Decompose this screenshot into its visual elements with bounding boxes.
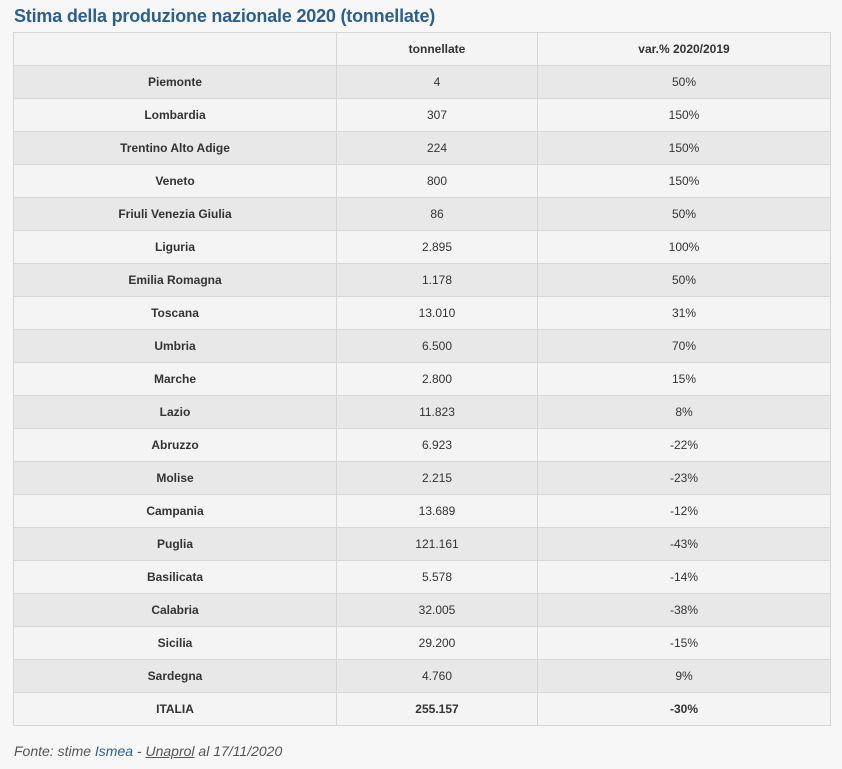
tonnellate-cell: 224 — [336, 131, 538, 165]
tonnellate-cell: 6.500 — [336, 329, 538, 363]
region-cell: Campania — [13, 494, 337, 528]
tonnellate-cell: 2.215 — [336, 461, 538, 495]
source-prefix: Fonte: stime — [14, 743, 95, 759]
region-cell: ITALIA — [13, 692, 337, 726]
table-header-row: tonnellate var.% 2020/2019 — [13, 32, 831, 66]
variation-cell: -43% — [537, 527, 831, 561]
variation-cell: 31% — [537, 296, 831, 330]
region-cell: Toscana — [13, 296, 337, 330]
variation-cell: 100% — [537, 230, 831, 264]
variation-cell: 50% — [537, 197, 831, 231]
variation-cell: 50% — [537, 263, 831, 297]
table-row: Lombardia 307 150% — [13, 98, 831, 132]
region-cell: Sardegna — [13, 659, 337, 693]
region-cell: Sicilia — [13, 626, 337, 660]
variation-cell: -14% — [537, 560, 831, 594]
table-row: Umbria 6.500 70% — [13, 329, 831, 363]
table-row: Campania 13.689 -12% — [13, 494, 831, 528]
variation-cell: -15% — [537, 626, 831, 660]
page-title: Stima della produzione nazionale 2020 (t… — [14, 6, 436, 26]
region-cell: Emilia Romagna — [13, 263, 337, 297]
table-row: Veneto 800 150% — [13, 164, 831, 198]
table-row: Molise 2.215 -23% — [13, 461, 831, 495]
variation-cell: 150% — [537, 164, 831, 198]
tonnellate-cell: 2.895 — [336, 230, 538, 264]
region-cell: Umbria — [13, 329, 337, 363]
source-suffix: al 17/11/2020 — [194, 743, 283, 759]
tonnellate-cell: 11.823 — [336, 395, 538, 429]
tonnellate-cell: 2.800 — [336, 362, 538, 396]
unaprol-link[interactable]: Unaprol — [145, 743, 195, 759]
region-cell: Lombardia — [13, 98, 337, 132]
tonnellate-cell: 255.157 — [336, 692, 538, 726]
region-cell: Abruzzo — [13, 428, 337, 462]
source-separator: - — [133, 743, 146, 759]
region-cell: Basilicata — [13, 560, 337, 594]
table-row: Abruzzo 6.923 -22% — [13, 428, 831, 462]
table-row: Friuli Venezia Giulia 86 50% — [13, 197, 831, 231]
region-cell: Molise — [13, 461, 337, 495]
variation-cell: -23% — [537, 461, 831, 495]
tonnellate-cell: 121.161 — [336, 527, 538, 561]
table-row: Trentino Alto Adige 224 150% — [13, 131, 831, 165]
region-cell: Veneto — [13, 164, 337, 198]
table-row: Puglia 121.161 -43% — [13, 527, 831, 561]
variation-cell: 8% — [537, 395, 831, 429]
region-cell: Trentino Alto Adige — [13, 131, 337, 165]
header-region — [13, 32, 337, 66]
region-cell: Lazio — [13, 395, 337, 429]
variation-cell: -38% — [537, 593, 831, 627]
variation-cell: -12% — [537, 494, 831, 528]
table-body: Piemonte 4 50% Lombardia 307 150% Trentino Alt… — [13, 65, 831, 726]
variation-cell: 150% — [537, 98, 831, 132]
region-cell: Puglia — [13, 527, 337, 561]
tonnellate-cell: 13.010 — [336, 296, 538, 330]
variation-cell: 9% — [537, 659, 831, 693]
variation-cell: 70% — [537, 329, 831, 363]
region-cell: Calabria — [13, 593, 337, 627]
header-tonnellate: tonnellate — [336, 32, 538, 66]
variation-cell: 15% — [537, 362, 831, 396]
tonnellate-cell: 4 — [336, 65, 538, 99]
tonnellate-cell: 4.760 — [336, 659, 538, 693]
production-table: tonnellate var.% 2020/2019 Piemonte 4 50% L… — [13, 32, 831, 726]
table-row: Emilia Romagna 1.178 50% — [13, 263, 831, 297]
table-row: ITALIA 255.157 -30% — [13, 692, 831, 726]
table-row: Sardegna 4.760 9% — [13, 659, 831, 693]
tonnellate-cell: 86 — [336, 197, 538, 231]
tonnellate-cell: 5.578 — [336, 560, 538, 594]
tonnellate-cell: 32.005 — [336, 593, 538, 627]
table-row: Piemonte 4 50% — [13, 65, 831, 99]
tonnellate-cell: 13.689 — [336, 494, 538, 528]
table-row: Marche 2.800 15% — [13, 362, 831, 396]
table-row: Toscana 13.010 31% — [13, 296, 831, 330]
table-row: Sicilia 29.200 -15% — [13, 626, 831, 660]
region-cell: Piemonte — [13, 65, 337, 99]
tonnellate-cell: 800 — [336, 164, 538, 198]
source-note: Fonte: stime Ismea - Unaprol al 17/11/20… — [14, 743, 282, 759]
variation-cell: 150% — [537, 131, 831, 165]
tonnellate-cell: 307 — [336, 98, 538, 132]
region-cell: Liguria — [13, 230, 337, 264]
tonnellate-cell: 29.200 — [336, 626, 538, 660]
table-row: Lazio 11.823 8% — [13, 395, 831, 429]
variation-cell: -22% — [537, 428, 831, 462]
table-row: Liguria 2.895 100% — [13, 230, 831, 264]
header-variation: var.% 2020/2019 — [537, 32, 831, 66]
table-row: Basilicata 5.578 -14% — [13, 560, 831, 594]
tonnellate-cell: 6.923 — [336, 428, 538, 462]
table-row: Calabria 32.005 -38% — [13, 593, 831, 627]
region-cell: Friuli Venezia Giulia — [13, 197, 337, 231]
ismea-link[interactable]: Ismea — [94, 743, 134, 759]
variation-cell: -30% — [537, 692, 831, 726]
variation-cell: 50% — [537, 65, 831, 99]
tonnellate-cell: 1.178 — [336, 263, 538, 297]
region-cell: Marche — [13, 362, 337, 396]
